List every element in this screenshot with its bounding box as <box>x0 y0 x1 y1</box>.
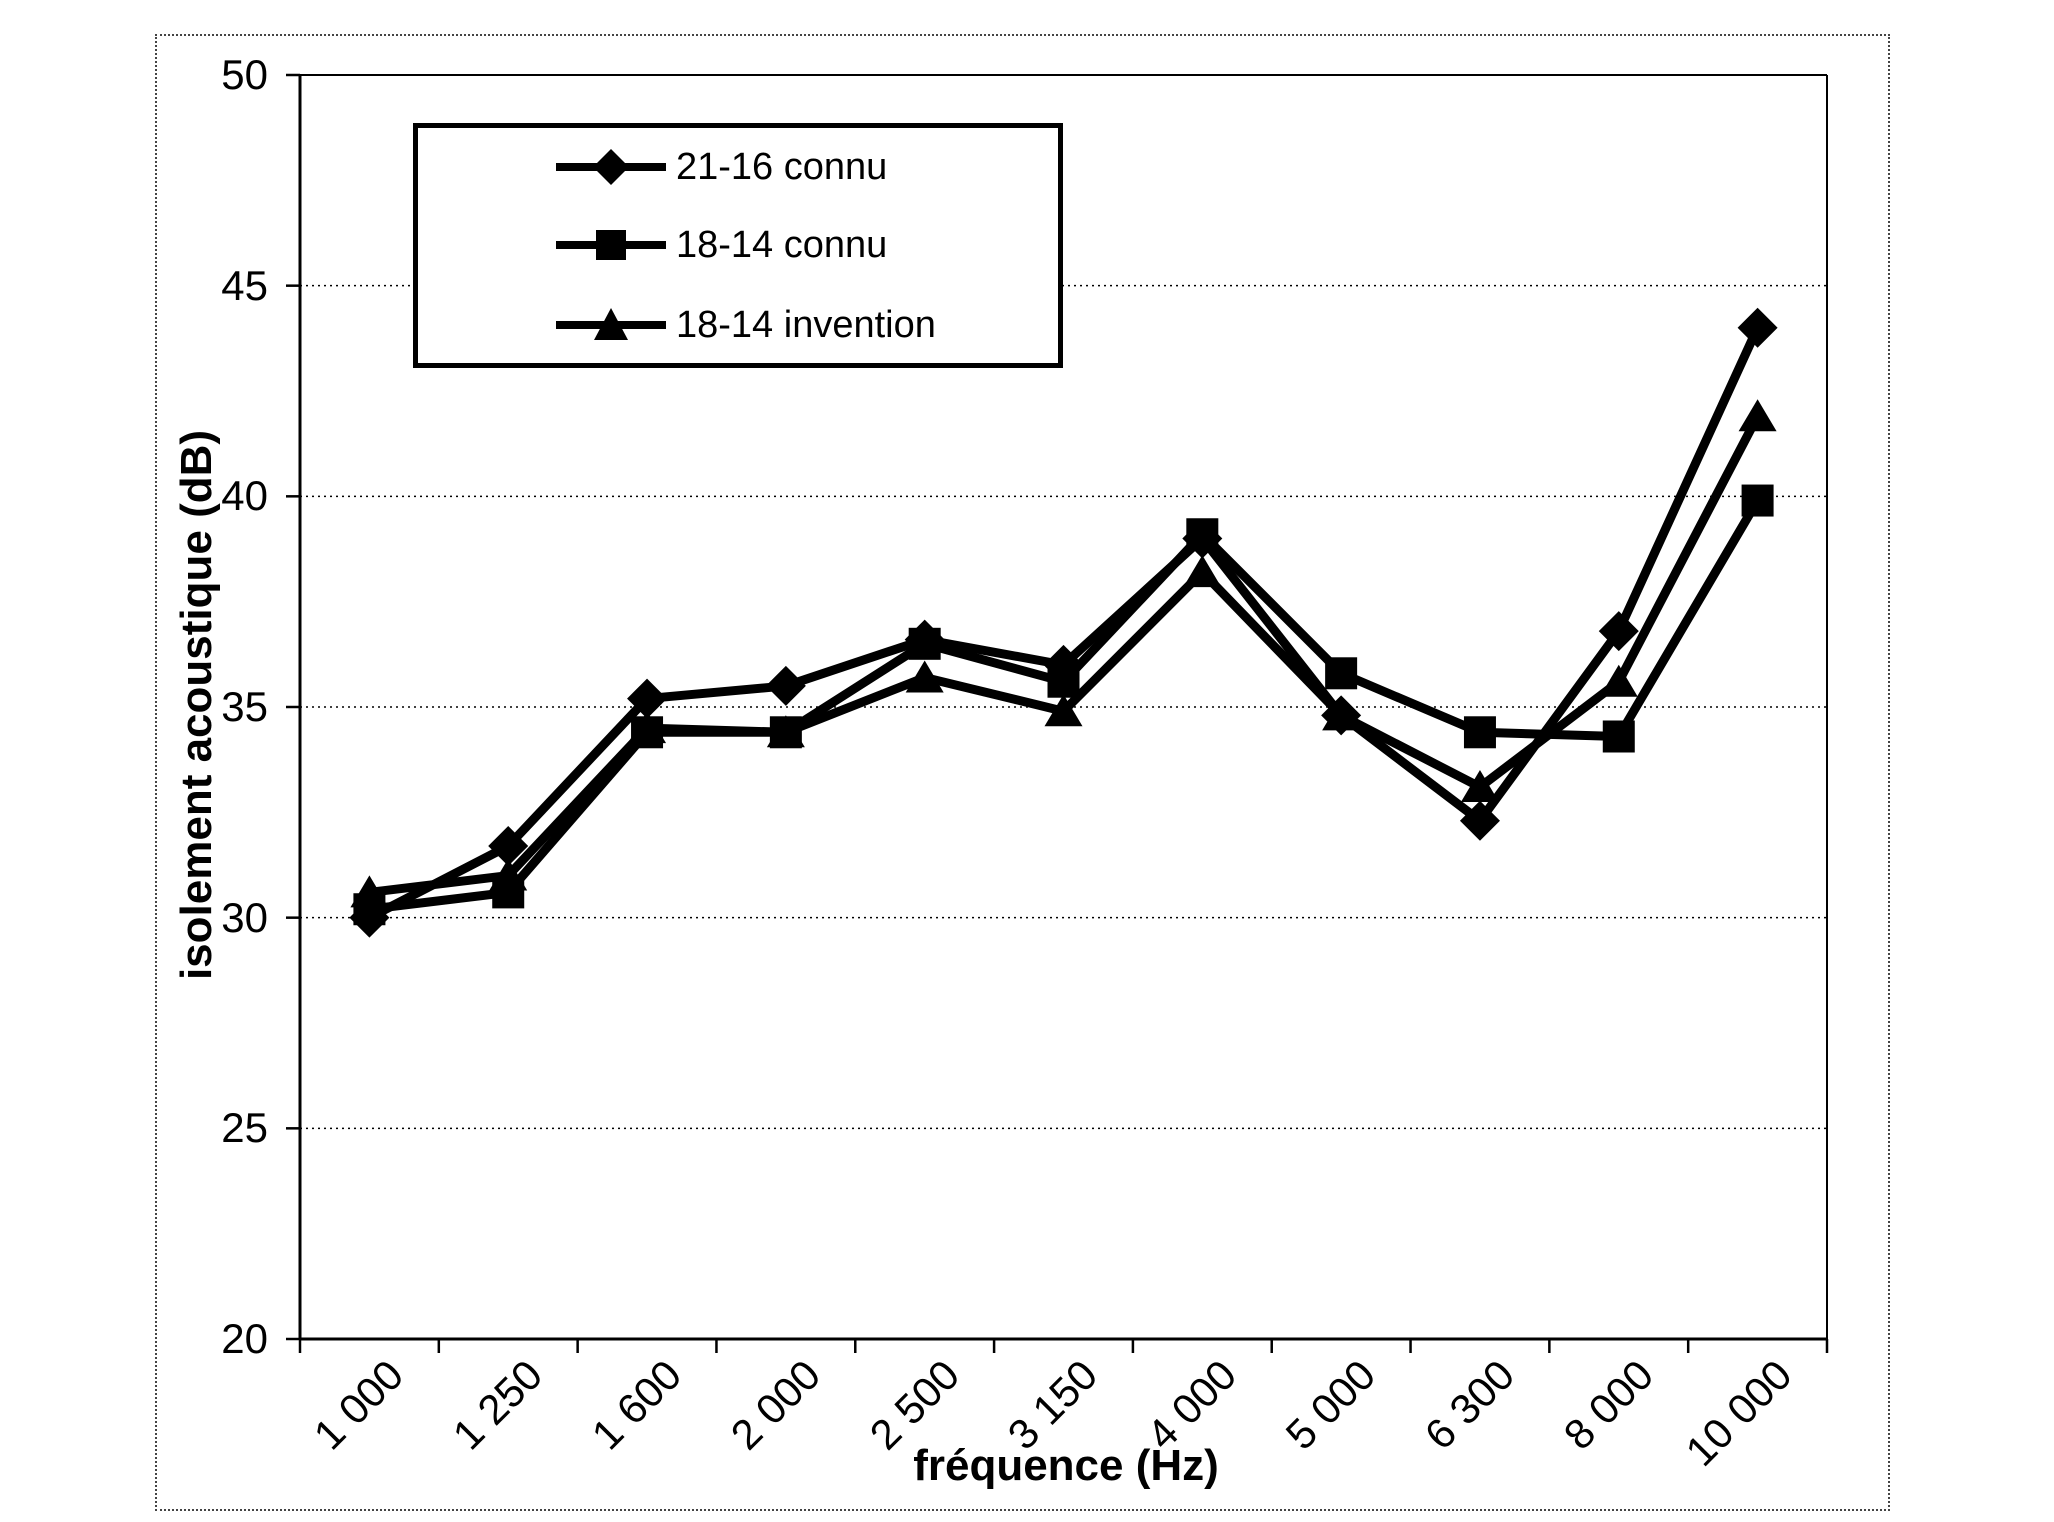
legend: 21-16 connu 18-14 connu 18-14 invention <box>413 123 1063 368</box>
x-axis-title: fréquence (Hz) <box>913 1441 1219 1490</box>
y-axis-title: isolement acoustique (dB) <box>172 429 221 981</box>
legend-row: 18-14 invention <box>556 303 936 347</box>
legend-label: 18-14 connu <box>676 224 888 266</box>
square-marker <box>1325 657 1358 690</box>
y-tick-label: 45 <box>221 261 268 309</box>
square-marker <box>1047 665 1080 698</box>
triangle-marker <box>1322 698 1361 731</box>
legend-row: 18-14 connu <box>556 223 887 267</box>
diamond-marker-icon <box>556 149 666 185</box>
square-marker <box>908 627 941 660</box>
triangle-marker <box>1183 555 1222 588</box>
triangle-marker <box>489 858 528 891</box>
y-tick-label: 25 <box>221 1104 268 1152</box>
triangle-marker <box>905 660 944 693</box>
triangle-marker <box>1044 694 1083 727</box>
triangle-marker <box>1599 664 1638 697</box>
diamond-marker <box>488 826 529 867</box>
square-marker-icon <box>556 230 666 260</box>
y-tick-label: 40 <box>221 472 268 520</box>
triangle-marker <box>628 711 667 744</box>
triangle-marker <box>1460 770 1499 803</box>
legend-label: 21-16 connu <box>676 146 888 188</box>
legend-row: 21-16 connu <box>556 145 887 189</box>
y-tick-label: 20 <box>221 1315 268 1362</box>
triangle-marker-icon <box>556 308 666 340</box>
square-marker <box>1186 518 1219 551</box>
diamond-marker <box>1598 611 1639 652</box>
square-marker <box>1463 716 1496 749</box>
legend-label: 18-14 invention <box>676 304 936 346</box>
diamond-marker <box>627 678 668 719</box>
triangle-marker <box>350 875 389 908</box>
triangle-marker <box>1738 399 1777 432</box>
chart-border <box>155 34 1890 1511</box>
series-line-0 <box>367 325 1762 922</box>
y-tick-label: 35 <box>221 683 268 730</box>
y-tick-label: 50 <box>221 51 268 98</box>
square-marker <box>1602 720 1635 753</box>
diamond-marker <box>1737 307 1778 348</box>
diamond-marker <box>1459 800 1500 841</box>
triangle-marker <box>766 715 805 748</box>
square-marker <box>1741 484 1774 517</box>
y-tick-label: 30 <box>221 893 268 941</box>
diamond-marker <box>765 665 806 706</box>
